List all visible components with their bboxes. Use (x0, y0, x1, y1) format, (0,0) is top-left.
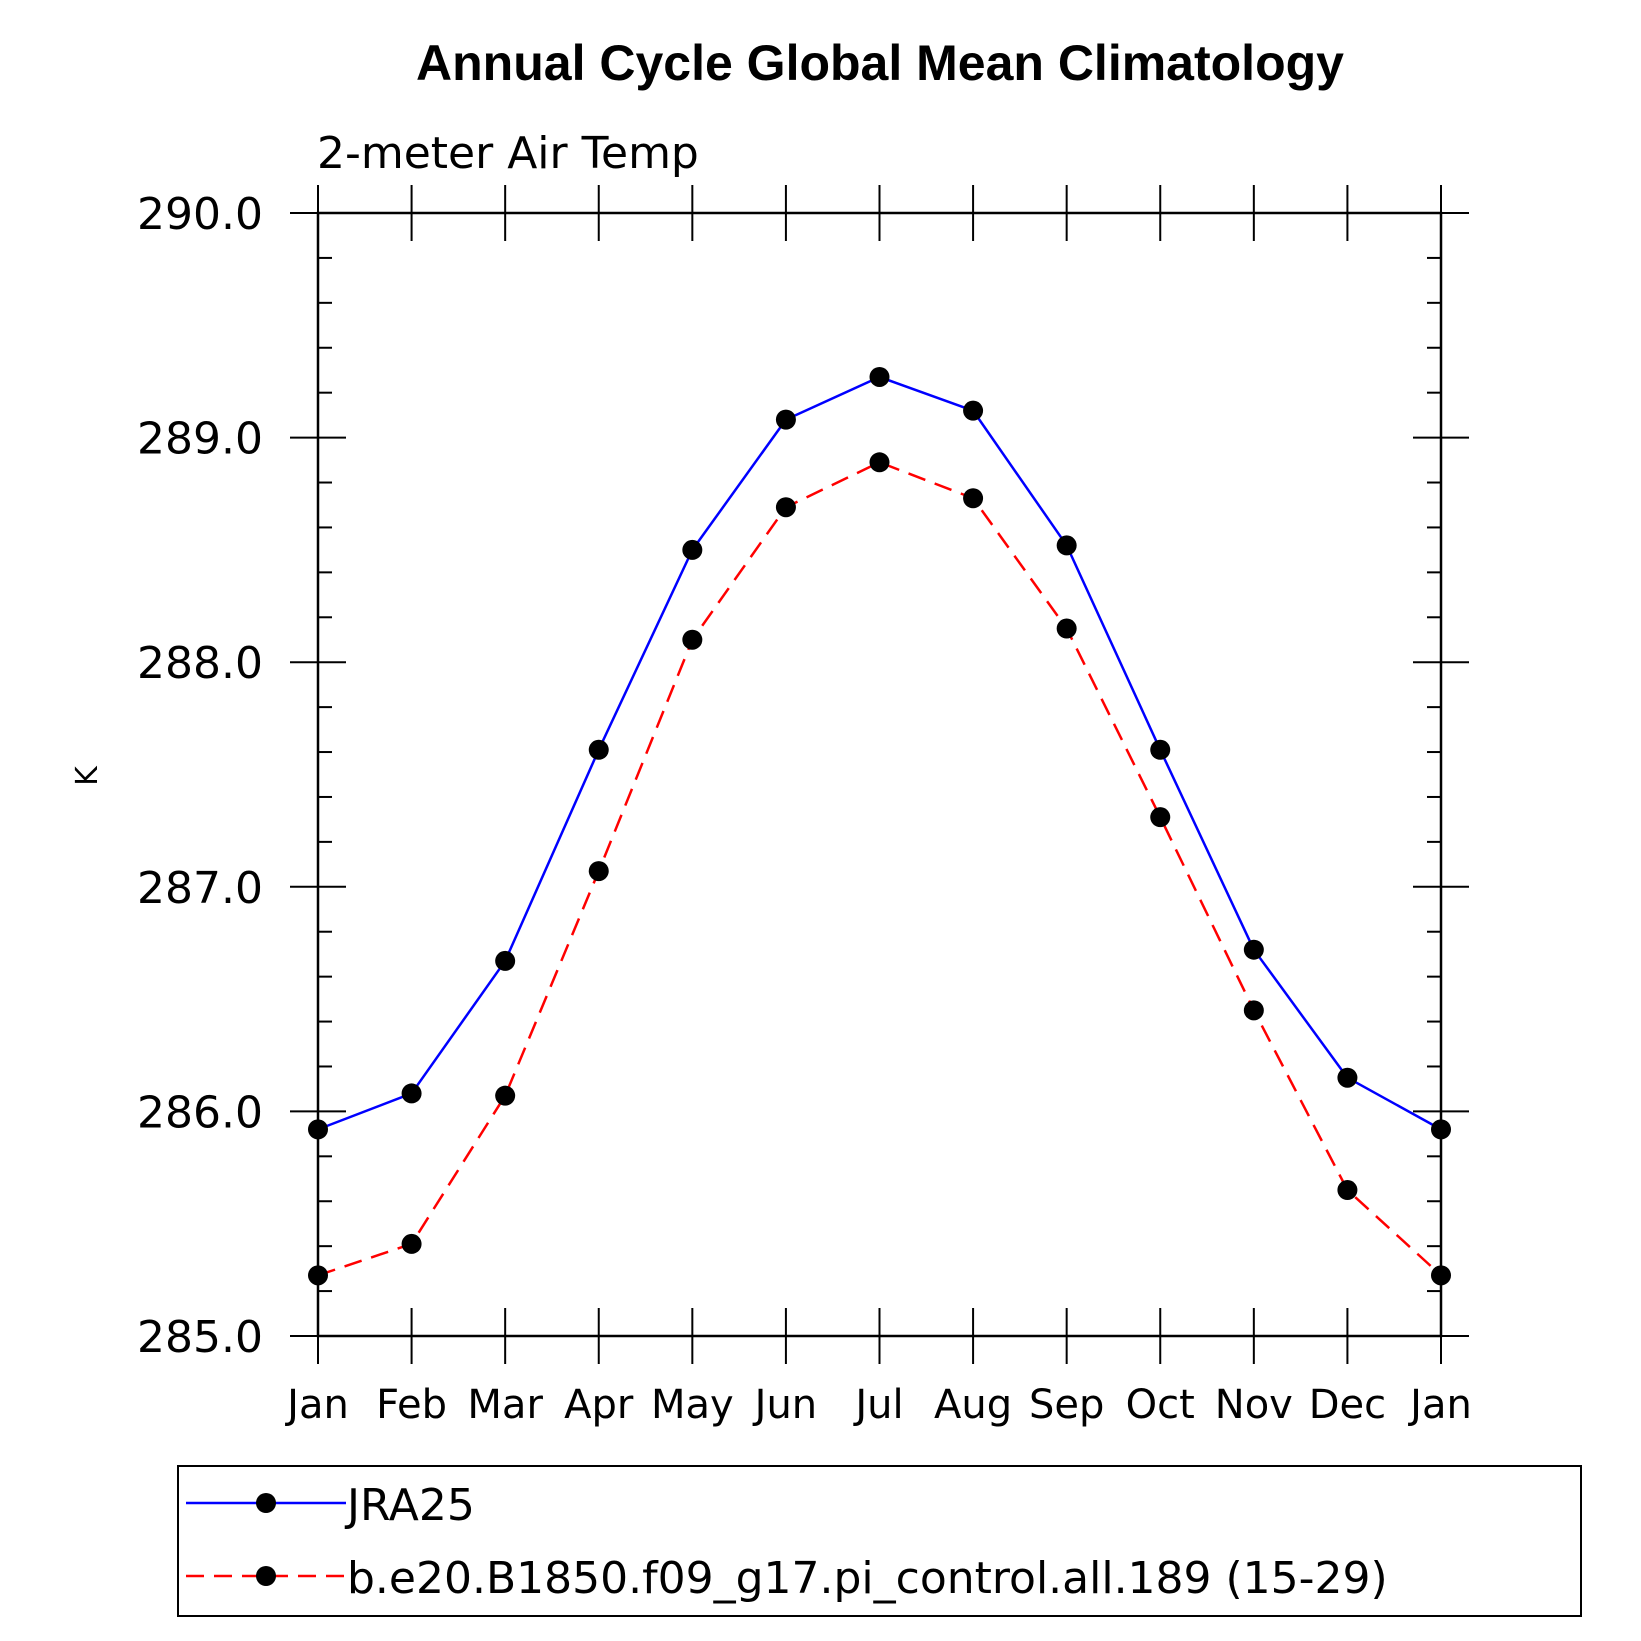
legend-box (177, 1465, 1582, 1617)
series-1-point (308, 1265, 328, 1286)
axes: 285.0 286.0 287.0 288.0 289.0 290.0 Jan Feb Mar A… (137, 185, 1472, 1428)
y-tick-label: 289.0 (137, 414, 263, 465)
y-tick-label: 290.0 (137, 189, 263, 240)
x-tick-label: Jan (284, 1382, 349, 1428)
series-0-point (682, 539, 703, 560)
series-0-point (588, 739, 609, 760)
x-tick-label: Sep (1029, 1382, 1104, 1428)
x-tick-label: Nov (1215, 1382, 1293, 1428)
series-0-point (495, 950, 516, 971)
series-1-point (588, 861, 609, 882)
series-1-point (963, 488, 984, 509)
series-1-point (775, 497, 796, 518)
x-tick-label: Dec (1309, 1382, 1386, 1428)
series-1-point (401, 1233, 422, 1254)
series-0-point (1243, 939, 1264, 960)
series-0-point (401, 1083, 422, 1104)
y-tick-label: 285.0 (137, 1312, 263, 1363)
series-0-point (308, 1119, 328, 1140)
x-tick-label: Feb (376, 1382, 447, 1428)
series-0-point (775, 409, 796, 430)
chart-subtitle: 2-meter Air Temp (317, 128, 699, 179)
series-1-point (1337, 1180, 1358, 1201)
x-tick-label: Oct (1126, 1382, 1195, 1428)
series-line-1 (317, 461, 1442, 1277)
x-tick-label: Mar (467, 1382, 543, 1428)
legend-label-0: JRA25 (344, 1480, 475, 1531)
series-1-point (495, 1085, 516, 1106)
legend: JRA25 b.e20.B1850.f09_g17.pi_control.all.… (186, 1480, 1388, 1604)
legend-marker-0 (256, 1493, 276, 1513)
x-tick-label: Apr (564, 1382, 634, 1428)
x-tick-label: Jan (1407, 1382, 1472, 1428)
legend-marker-1 (256, 1566, 276, 1586)
series-0-point (963, 400, 984, 421)
series-0-point (869, 366, 890, 387)
chart-title: Annual Cycle Global Mean Climatology (416, 35, 1344, 91)
x-tick-label: Jul (852, 1382, 903, 1428)
series-1-point (1243, 1000, 1264, 1021)
series-1-point (1150, 807, 1171, 828)
series-0-point (1337, 1067, 1358, 1088)
y-axis-label: K (70, 765, 105, 786)
y-tick-label: 287.0 (137, 863, 263, 914)
series-1-point (1431, 1265, 1451, 1286)
series-1-point (1056, 618, 1077, 639)
series-group (308, 366, 1451, 1286)
series-0-point (1150, 739, 1171, 760)
series-1-point (682, 629, 703, 650)
y-tick-label: 286.0 (137, 1087, 263, 1138)
series-1-point (869, 452, 890, 473)
x-tick-label: Jun (752, 1382, 818, 1428)
y-tick-label: 288.0 (137, 638, 263, 689)
series-0-point (1431, 1119, 1451, 1140)
x-tick-label: Aug (934, 1382, 1012, 1428)
series-0-point (1056, 535, 1077, 556)
legend-label-1: b.e20.B1850.f09_g17.pi_control.all.189 (… (347, 1553, 1388, 1604)
series-line-0 (317, 375, 1442, 1131)
x-tick-label: May (651, 1382, 734, 1428)
